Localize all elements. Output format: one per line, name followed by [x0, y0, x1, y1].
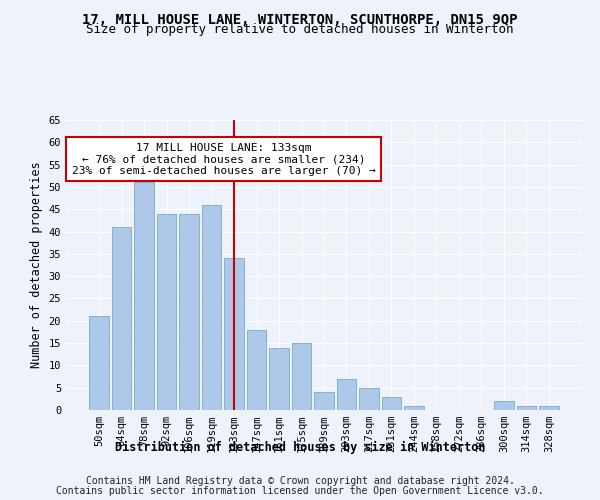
Bar [269, 348, 289, 410]
Text: Contains HM Land Registry data © Crown copyright and database right 2024.: Contains HM Land Registry data © Crown c… [86, 476, 514, 486]
Text: 17, MILL HOUSE LANE, WINTERTON, SCUNTHORPE, DN15 9QP: 17, MILL HOUSE LANE, WINTERTON, SCUNTHOR… [82, 12, 518, 26]
Bar [157, 214, 176, 410]
Text: Size of property relative to detached houses in Winterton: Size of property relative to detached ho… [86, 22, 514, 36]
Y-axis label: Number of detached properties: Number of detached properties [30, 162, 43, 368]
Bar [89, 316, 109, 410]
Bar [517, 406, 536, 410]
Bar [359, 388, 379, 410]
Bar [314, 392, 334, 410]
Bar [494, 401, 514, 410]
Bar [202, 205, 221, 410]
Text: 17 MILL HOUSE LANE: 133sqm
← 76% of detached houses are smaller (234)
23% of sem: 17 MILL HOUSE LANE: 133sqm ← 76% of deta… [71, 142, 375, 176]
Bar [179, 214, 199, 410]
Text: Contains public sector information licensed under the Open Government Licence v3: Contains public sector information licen… [56, 486, 544, 496]
Bar [404, 406, 424, 410]
Bar [247, 330, 266, 410]
Bar [382, 396, 401, 410]
Bar [539, 406, 559, 410]
Bar [224, 258, 244, 410]
Text: Distribution of detached houses by size in Winterton: Distribution of detached houses by size … [115, 441, 485, 454]
Bar [112, 227, 131, 410]
Bar [292, 343, 311, 410]
Bar [337, 379, 356, 410]
Bar [134, 182, 154, 410]
